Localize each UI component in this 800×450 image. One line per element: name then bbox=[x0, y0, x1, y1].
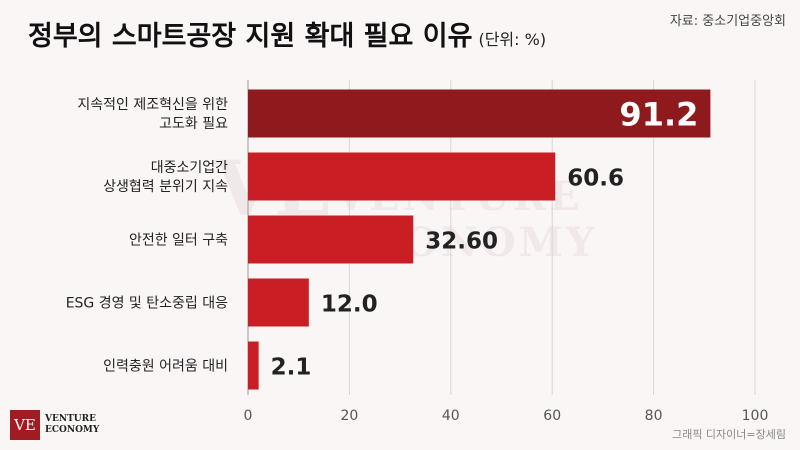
logo-text-line2: ECONOMY bbox=[45, 425, 100, 435]
x-tick-label: 60 bbox=[543, 408, 561, 424]
data-label: 12.0 bbox=[321, 292, 378, 318]
data-label: 32.60 bbox=[425, 229, 498, 255]
chart-title: 정부의 스마트공장 지원 확대 필요 이유 (단위: %) bbox=[28, 14, 546, 53]
bar bbox=[248, 341, 259, 390]
source-label: 자료: 중소기업중앙회 bbox=[669, 14, 786, 29]
x-tick-label: 20 bbox=[340, 408, 358, 424]
bar bbox=[248, 278, 309, 327]
graphic-credit: 그래픽 디자이너=장세림 bbox=[672, 428, 786, 441]
venture-economy-logo: VE VENTURE ECONOMY bbox=[10, 410, 99, 440]
x-tick-label: 0 bbox=[244, 408, 253, 424]
category-label: 고도화 필요 bbox=[159, 116, 228, 132]
category-label: ESG 경영 및 탄소중립 대응 bbox=[66, 296, 228, 312]
logo-text-line1: VENTURE bbox=[45, 414, 96, 424]
data-label: 2.1 bbox=[271, 355, 312, 381]
category-label: 안전한 일터 구축 bbox=[129, 233, 228, 249]
chart-title-text: 정부의 스마트공장 지원 확대 필요 이유 bbox=[28, 21, 473, 52]
category-label: 대중소기업간 bbox=[151, 160, 228, 176]
bar bbox=[248, 89, 711, 138]
logo-mark-icon: VE bbox=[10, 410, 40, 440]
x-tick-label: 80 bbox=[645, 408, 663, 424]
category-label: 인력충원 어려움 대비 bbox=[103, 359, 228, 375]
category-label: 지속적인 제조혁신을 위한 bbox=[77, 97, 228, 113]
category-label: 상생협력 분위기 지속 bbox=[103, 179, 228, 195]
bar bbox=[248, 215, 414, 264]
unit-label: (단위: %) bbox=[478, 30, 547, 49]
data-label: 91.2 bbox=[619, 96, 698, 134]
bar bbox=[248, 152, 556, 201]
x-tick-label: 40 bbox=[442, 408, 460, 424]
x-tick-label: 100 bbox=[742, 408, 769, 424]
data-label: 60.6 bbox=[567, 166, 624, 192]
logo-wordmark: VENTURE ECONOMY bbox=[45, 414, 99, 436]
